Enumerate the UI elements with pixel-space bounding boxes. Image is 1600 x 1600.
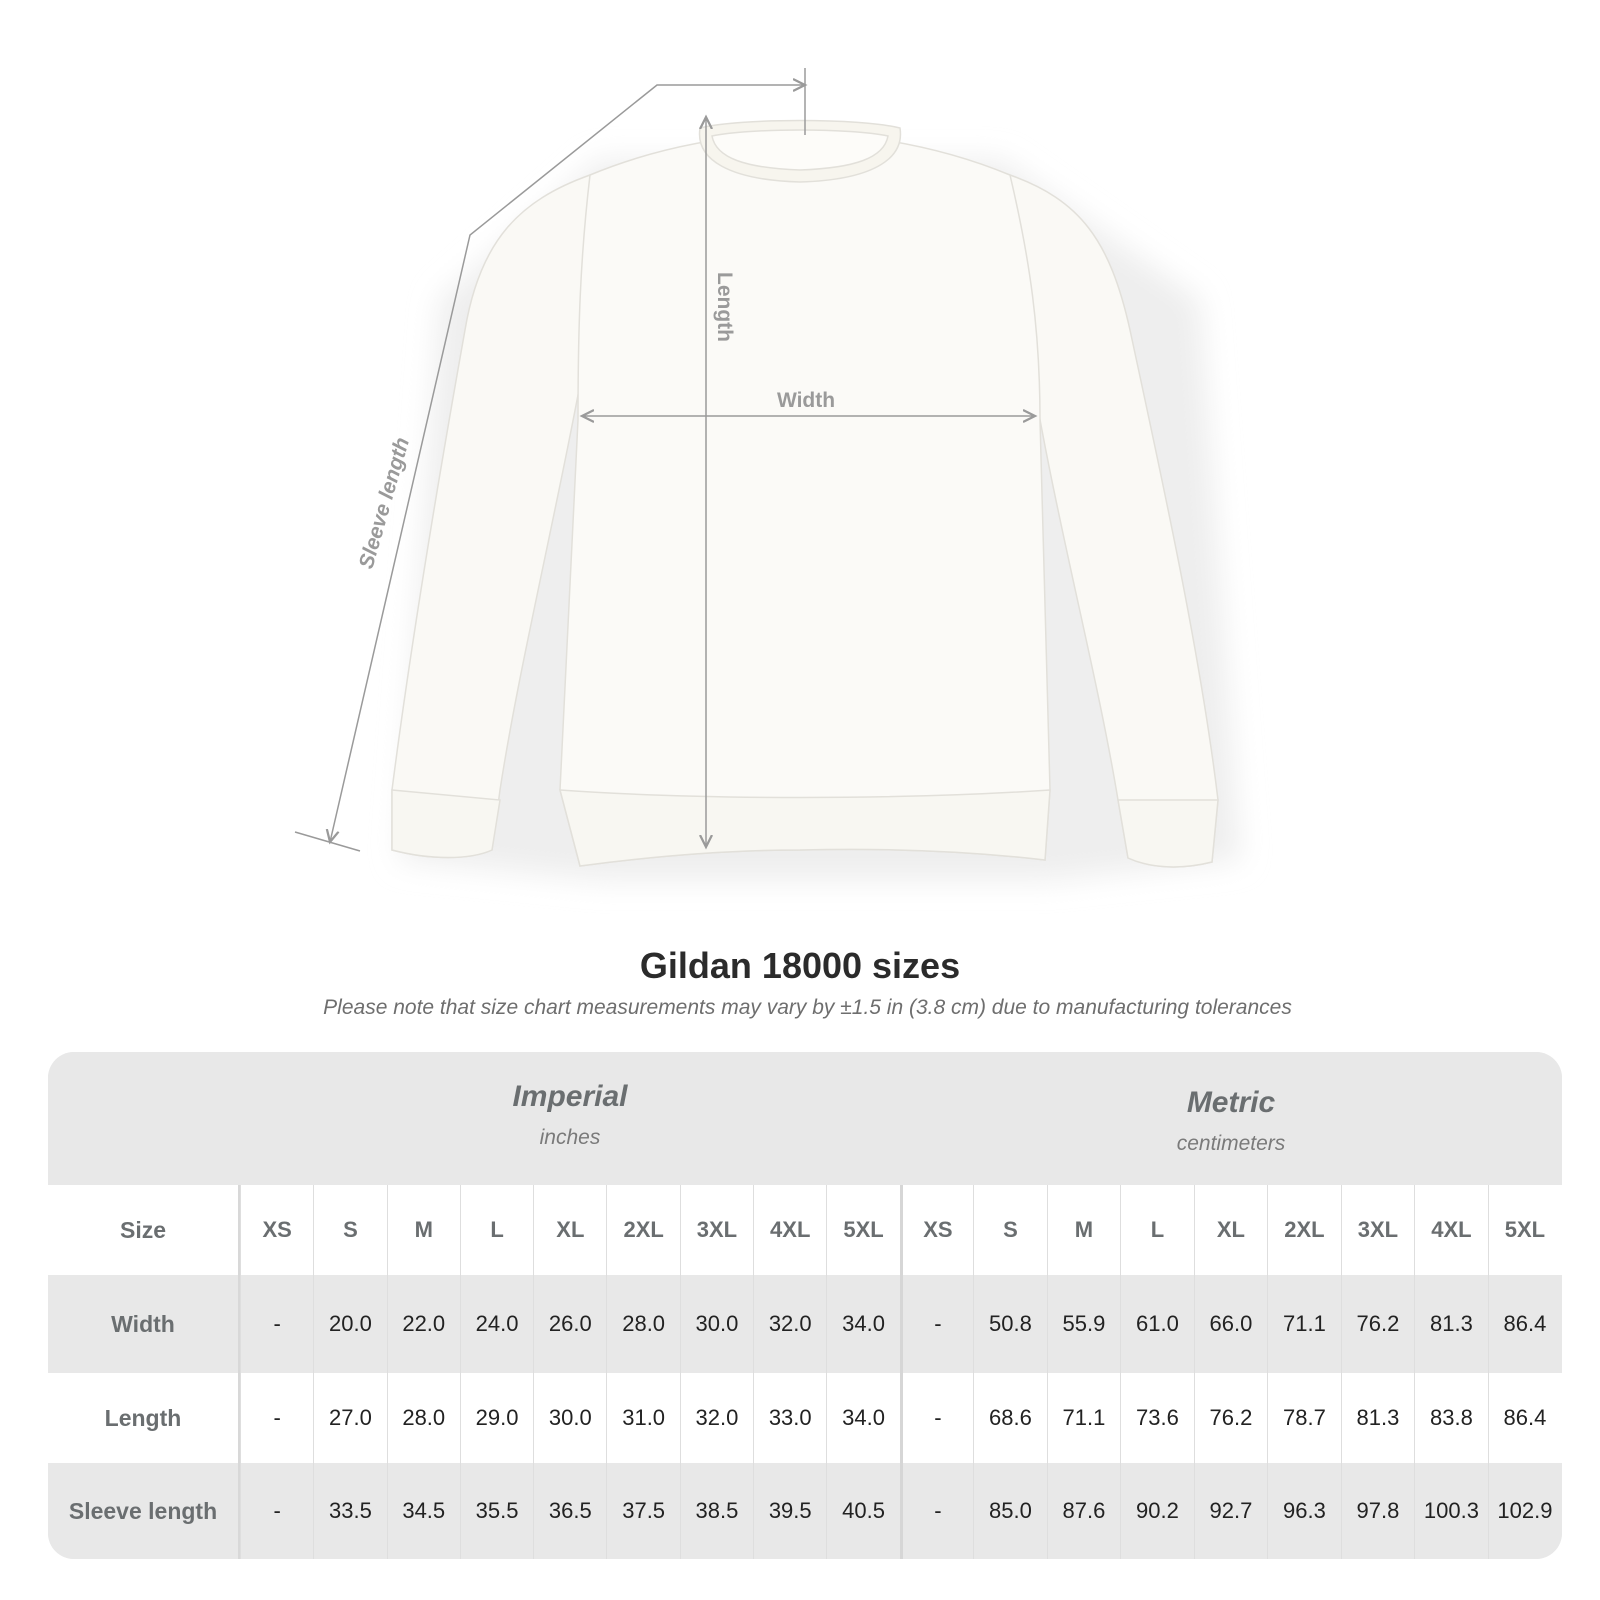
imperial-value-cell: 32.0: [753, 1275, 826, 1373]
metric-header: Metric centimeters: [900, 1086, 1562, 1156]
metric-value-cell: 86.4: [1487, 1275, 1562, 1373]
metric-value-cell: 85.0: [973, 1463, 1047, 1559]
metric-value-cell: 83.8: [1414, 1373, 1488, 1463]
size-table: Imperial inches Metric centimeters Size X…: [48, 1052, 1562, 1559]
imperial-size-header: L: [459, 1185, 533, 1275]
metric-value-cell: 92.7: [1193, 1463, 1268, 1559]
imperial-value-cell: 24.0: [459, 1275, 533, 1373]
metric-value-cell: 71.1: [1267, 1275, 1341, 1373]
sleeve-length-line: [294, 68, 805, 852]
imperial-value-cell: 33.0: [753, 1373, 826, 1463]
metric-title: Metric: [1186, 1086, 1276, 1119]
metric-value-cell: -: [899, 1275, 974, 1373]
metric-value-cell: 66.0: [1193, 1275, 1268, 1373]
imperial-value-cell: -: [240, 1275, 313, 1373]
metric-value-cell: 61.0: [1120, 1275, 1194, 1373]
table-row: Width -20.0 22.0 24.0 26.0 28.0 30.0 32.0 34.0-5…: [48, 1275, 1562, 1373]
imperial-value-cell: 39.5: [753, 1463, 826, 1559]
page-title: Gildan 18000 sizes: [639, 945, 961, 986]
imperial-size-header: XS: [240, 1185, 313, 1275]
metric-value-cell: -: [899, 1373, 974, 1463]
row-label: Size: [48, 1185, 240, 1275]
imperial-value-cell: 27.0: [313, 1373, 386, 1463]
metric-size-header: 3XL: [1340, 1185, 1415, 1275]
imperial-value-cell: 20.0: [313, 1275, 386, 1373]
metric-value-cell: 81.3: [1340, 1373, 1415, 1463]
metric-value-cell: -: [899, 1463, 974, 1559]
imperial-value-cell: -: [240, 1373, 313, 1463]
imperial-value-cell: 32.0: [679, 1373, 753, 1463]
metric-value-cell: 76.2: [1193, 1373, 1268, 1463]
imperial-size-header: 3XL: [679, 1185, 753, 1275]
metric-size-header: S: [973, 1185, 1047, 1275]
sweatshirt-measurement-diagram: Length Width Sleeve length: [294, 68, 1240, 880]
sleeve-length-label: Sleeve length: [355, 435, 414, 571]
imperial-value-cell: 33.5: [313, 1463, 386, 1559]
imperial-value-cell: 37.5: [606, 1463, 679, 1559]
metric-value-cell: 73.6: [1120, 1373, 1194, 1463]
metric-value-cell: 81.3: [1414, 1275, 1488, 1373]
imperial-value-cell: 26.0: [533, 1275, 606, 1373]
metric-size-header: M: [1046, 1185, 1121, 1275]
imperial-value-cell: 22.0: [386, 1275, 460, 1373]
imperial-title: Imperial: [512, 1080, 628, 1113]
imperial-value-cell: 34.0: [826, 1373, 899, 1463]
imperial-header: Imperial inches: [240, 1080, 900, 1150]
metric-value-cell: 100.3: [1414, 1463, 1488, 1559]
imperial-value-cell: 36.5: [533, 1463, 606, 1559]
metric-value-cell: 90.2: [1120, 1463, 1194, 1559]
metric-size-header: 4XL: [1414, 1185, 1488, 1275]
imperial-size-header: XL: [533, 1185, 606, 1275]
metric-unit: centimeters: [1176, 1132, 1286, 1155]
length-label: Length: [713, 272, 736, 342]
imperial-value-cell: 28.0: [606, 1275, 679, 1373]
metric-value-cell: 102.9: [1487, 1463, 1562, 1559]
imperial-value-cell: 34.0: [826, 1275, 899, 1373]
metric-value-cell: 78.7: [1267, 1373, 1341, 1463]
row-label: Length: [48, 1373, 240, 1463]
imperial-size-header: S: [313, 1185, 386, 1275]
metric-value-cell: 76.2: [1340, 1275, 1415, 1373]
table-row: Sleeve length -33.5 34.5 35.5 36.5 37.5 38.5 39…: [48, 1463, 1562, 1559]
imperial-value-cell: 35.5: [459, 1463, 533, 1559]
metric-value-cell: 96.3: [1267, 1463, 1341, 1559]
metric-value-cell: 97.8: [1340, 1463, 1415, 1559]
imperial-size-header: M: [386, 1185, 460, 1275]
metric-value-cell: 50.8: [973, 1275, 1047, 1373]
metric-size-header: 2XL: [1267, 1185, 1341, 1275]
width-label: Width: [777, 389, 835, 412]
imperial-value-cell: 28.0: [386, 1373, 460, 1463]
metric-value-cell: 68.6: [973, 1373, 1047, 1463]
metric-size-header: XL: [1193, 1185, 1268, 1275]
imperial-size-header: 5XL: [826, 1185, 899, 1275]
imperial-value-cell: 30.0: [533, 1373, 606, 1463]
row-label: Width: [48, 1275, 240, 1373]
metric-size-header: 5XL: [1487, 1185, 1562, 1275]
metric-value-cell: 86.4: [1487, 1373, 1562, 1463]
imperial-size-header: 4XL: [753, 1185, 826, 1275]
imperial-value-cell: 29.0: [459, 1373, 533, 1463]
imperial-value-cell: 31.0: [606, 1373, 679, 1463]
imperial-value-cell: 30.0: [679, 1275, 753, 1373]
metric-size-header: L: [1120, 1185, 1194, 1275]
row-label: Sleeve length: [48, 1463, 240, 1559]
imperial-value-cell: 34.5: [386, 1463, 460, 1559]
tolerance-note: Please note that size chart measurements…: [323, 996, 1292, 1019]
imperial-value-cell: 38.5: [679, 1463, 753, 1559]
metric-size-header: XS: [899, 1185, 974, 1275]
imperial-value-cell: 40.5: [826, 1463, 899, 1559]
metric-value-cell: 55.9: [1046, 1275, 1121, 1373]
metric-value-cell: 87.6: [1046, 1463, 1121, 1559]
imperial-value-cell: -: [240, 1463, 313, 1559]
imperial-unit: inches: [539, 1126, 601, 1149]
unit-header-band: Imperial inches Metric centimeters: [48, 1052, 1562, 1185]
size-header-row: Size XS S M L XL 2XL 3XL 4XL 5XL XS S M L XL 2XL 3XL 4XL 5…: [48, 1185, 1562, 1275]
metric-value-cell: 71.1: [1046, 1373, 1121, 1463]
imperial-size-header: 2XL: [606, 1185, 679, 1275]
table-row: Length -27.0 28.0 29.0 30.0 31.0 32.0 33.0 34.0-…: [48, 1373, 1562, 1463]
